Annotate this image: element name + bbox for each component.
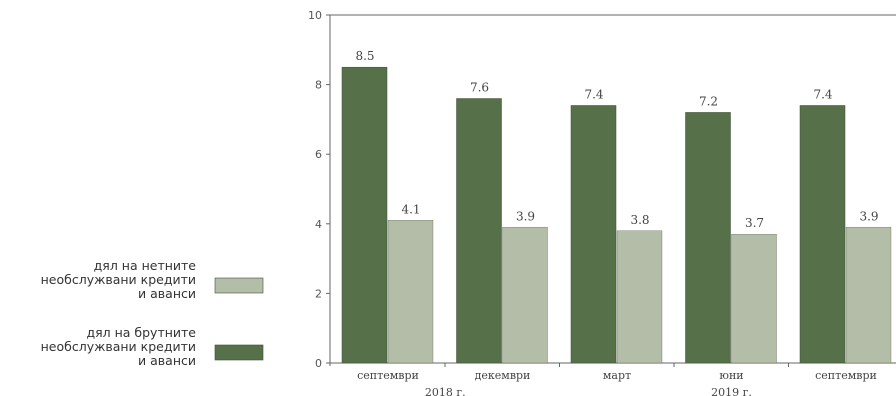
data-label: 7.6 — [470, 81, 489, 95]
year-label: 2018 г. — [425, 386, 466, 396]
x-tick-label: юни — [719, 369, 743, 382]
bar-net — [387, 220, 434, 364]
bar-gross — [685, 112, 731, 364]
data-label: 7.2 — [699, 94, 718, 108]
data-label: 3.9 — [859, 209, 878, 223]
bar-net — [845, 227, 892, 364]
legend-label: необслужвани кредити — [41, 339, 196, 354]
bar-gross — [570, 105, 617, 364]
legend-label: дял на брутните — [86, 325, 196, 340]
y-tick-label: 6 — [315, 148, 322, 161]
legend-label: дял на нетните — [94, 258, 197, 273]
data-label: 3.8 — [630, 213, 649, 227]
legend-swatch — [214, 277, 264, 294]
data-label: 4.1 — [401, 202, 420, 216]
bar-net — [731, 234, 777, 364]
bars — [341, 66, 892, 364]
y-tick-label: 10 — [308, 9, 322, 22]
data-label: 7.4 — [584, 87, 603, 101]
bar-gross — [341, 66, 388, 364]
legend-label: и аванси — [138, 353, 196, 368]
data-label: 8.5 — [355, 49, 374, 63]
y-tick-label: 2 — [315, 287, 322, 300]
x-tick-label: март — [603, 369, 631, 382]
legend-label: и аванси — [138, 286, 196, 301]
bar-net — [616, 230, 663, 364]
x-tick-label: септември — [815, 369, 877, 382]
data-label: 3.9 — [516, 209, 535, 223]
bar-gross — [799, 105, 846, 364]
y-tick-label: 4 — [315, 218, 322, 231]
legend-label: необслужвани кредити — [41, 272, 196, 287]
year-label: 2019 г. — [711, 386, 752, 396]
data-label: 3.7 — [745, 216, 764, 230]
x-tick-label: декември — [475, 369, 531, 382]
labels: 8.5 7.6 7.4 7.2 7.4 4.1 3.9 3.8 3.7 3.9 септември д… — [355, 49, 878, 396]
y-tick-label: 8 — [315, 79, 322, 92]
data-label: 7.4 — [813, 87, 832, 101]
y-tick-label: 0 — [315, 357, 322, 370]
bar-gross — [456, 98, 502, 364]
bar-net — [502, 227, 548, 364]
legend-swatch — [214, 344, 264, 361]
x-tick-label: септември — [357, 369, 419, 382]
